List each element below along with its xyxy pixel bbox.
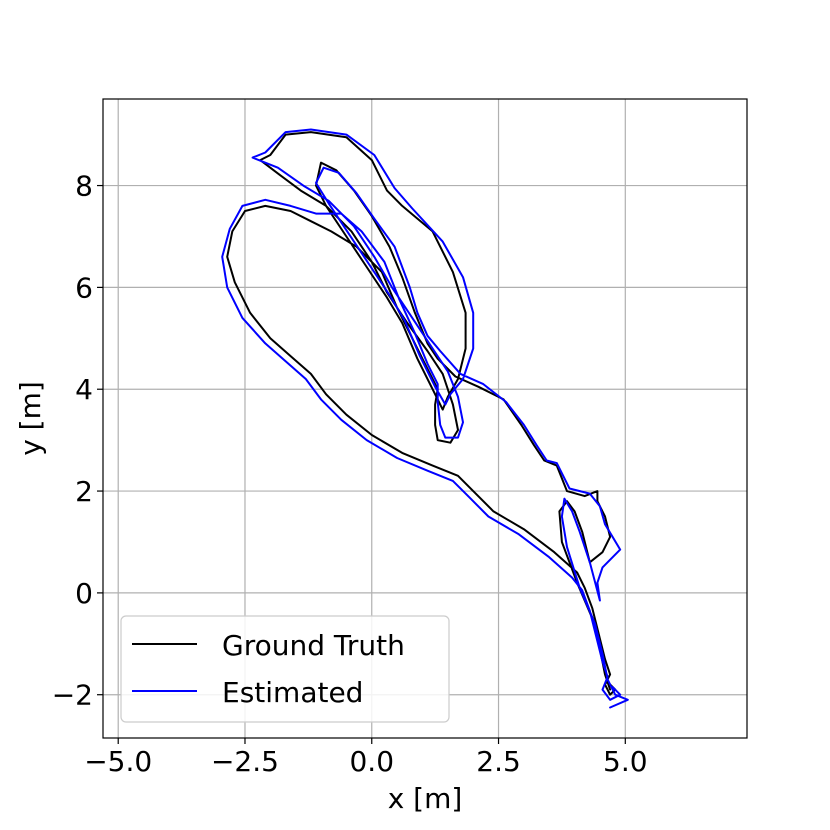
series-layer — [221, 128, 629, 709]
x-tick-label: 5.0 — [603, 745, 648, 778]
y-tick-label: 0 — [75, 577, 93, 610]
series-line-ground-truth — [226, 131, 617, 696]
legend-label-estimated: Estimated — [222, 676, 363, 709]
legend-box — [120, 615, 450, 723]
grid-lines — [103, 99, 747, 738]
series-line-estimated — [221, 128, 629, 709]
y-tick-label: −2 — [52, 679, 93, 712]
x-tick-label: 0.0 — [349, 745, 394, 778]
plot-frame — [102, 98, 748, 739]
y-axis-label: y [m] — [14, 381, 47, 456]
x-tick-label: 2.5 — [476, 745, 521, 778]
y-tick-label: 8 — [75, 170, 93, 203]
x-tick-label: −5.0 — [84, 745, 152, 778]
x-axis-label: x [m] — [388, 782, 463, 815]
legend-label-ground-truth: Ground Truth — [222, 629, 405, 662]
axis-ticks: −5.0 −2.5 0.0 2.5 5.0 −2 0 2 4 6 8 — [52, 170, 648, 778]
legend: Ground Truth Estimated — [120, 615, 450, 723]
y-tick-label: 4 — [75, 373, 93, 406]
y-tick-label: 2 — [75, 475, 93, 508]
y-tick-label: 6 — [75, 271, 93, 304]
x-tick-label: −2.5 — [211, 745, 279, 778]
